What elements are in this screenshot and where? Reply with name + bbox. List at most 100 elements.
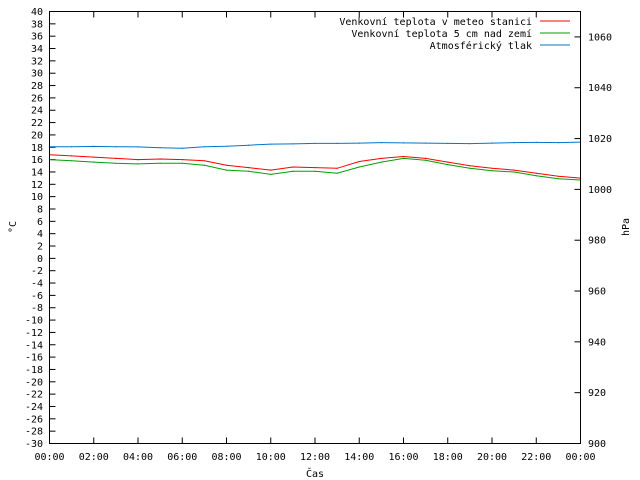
series-2-point	[137, 146, 139, 148]
y-tick-label: -20	[25, 377, 43, 388]
series-1-point	[159, 162, 161, 164]
x-tick-label: 04:00	[123, 452, 153, 463]
series-0-point	[491, 167, 493, 169]
legend-label-indoor-temp: Venkovní teplota v meteo stanici	[339, 16, 532, 28]
series-1-point	[336, 172, 338, 174]
y-tick-label: 36	[31, 32, 43, 43]
plot-frame	[49, 11, 581, 444]
legend-label-ground-temp: Venkovní teplota 5 cm nad zemí	[351, 28, 532, 40]
series-2-point	[314, 142, 316, 144]
series-0-point	[71, 155, 73, 157]
y-tick-label: 40	[31, 7, 43, 18]
series-0-point	[203, 160, 205, 162]
legend: Venkovní teplota v meteo stanici Venkovn…	[339, 16, 570, 52]
series-1-point	[314, 170, 316, 172]
series-1-point	[115, 162, 117, 164]
series-lines	[48, 141, 582, 181]
y2-tick-label: 1020	[588, 134, 612, 145]
y-tick-label: 16	[31, 155, 43, 166]
y-tick-label: 30	[31, 69, 43, 80]
y-tick-label: -24	[25, 402, 43, 413]
series-0-point	[380, 157, 382, 159]
y2-tick-label: 900	[588, 439, 606, 450]
y-tick-label: -8	[31, 303, 43, 314]
series-0-point	[513, 169, 515, 171]
y-tick-label: -14	[25, 340, 43, 351]
series-2-point	[203, 146, 205, 148]
series-1-point	[469, 167, 471, 169]
series-0-point	[557, 175, 560, 177]
y-tick-label: 12	[31, 180, 43, 191]
y-tick-label: 22	[31, 118, 43, 129]
series-1-point	[137, 163, 139, 165]
series-0-point	[336, 167, 338, 169]
y-tick-label: -28	[25, 427, 43, 438]
x-tick-label: 22:00	[521, 452, 551, 463]
series-line-0	[49, 154, 581, 179]
y-tick-label: 38	[31, 19, 43, 30]
y-tick-label: -30	[25, 439, 43, 450]
y2-tick-label: 960	[588, 287, 606, 298]
series-1-point	[447, 164, 449, 166]
series-1-point	[93, 161, 95, 163]
series-2-point	[469, 143, 471, 145]
series-0-point	[469, 165, 471, 167]
series-1-point	[513, 171, 515, 173]
legend-label-pressure: Atmosférický tlak	[430, 40, 532, 52]
y-tick-label: -22	[25, 390, 43, 401]
series-1-point	[380, 161, 382, 163]
x-tick-label: 14:00	[344, 452, 374, 463]
series-1-point	[491, 170, 493, 172]
series-2-point	[380, 142, 382, 144]
x-tick-label: 02:00	[79, 452, 109, 463]
x-tick-label: 00:00	[34, 452, 64, 463]
series-2-point	[225, 145, 228, 147]
series-2-point	[181, 147, 183, 149]
y2-axis-tick-labels: 1060 1040 1020 1000 980 960 940 920 900	[588, 32, 612, 450]
y-tick-label: 28	[31, 81, 43, 92]
y2-tick-label: 1060	[588, 32, 612, 43]
y-tick-label: 34	[31, 44, 43, 55]
series-1-point	[292, 170, 294, 172]
series-0-point	[447, 161, 449, 163]
series-0-point	[225, 164, 228, 166]
y-tick-label: 2	[37, 242, 43, 253]
y-tick-label: 24	[31, 106, 43, 117]
y2-tick-label: 980	[588, 236, 606, 247]
x-axis-title: Čas	[306, 467, 324, 480]
y-tick-label: -26	[25, 414, 43, 425]
series-0-point	[535, 172, 537, 174]
x-tick-label: 12:00	[300, 452, 330, 463]
series-0-point	[115, 157, 117, 159]
series-1-point	[248, 170, 250, 172]
y-tick-label: 18	[31, 143, 43, 154]
series-0-point	[314, 167, 316, 169]
y-tick-label: 4	[37, 229, 43, 240]
series-0-point	[137, 159, 139, 161]
series-2-point	[115, 146, 117, 148]
x-tick-label: 00:00	[565, 452, 595, 463]
series-2-point	[513, 142, 515, 144]
y-tick-label: 6	[37, 217, 43, 228]
y-axis-tick-labels: 4038363432302826242220181614121086420-2-…	[25, 7, 43, 450]
x-tick-label: 20:00	[477, 452, 507, 463]
y-tick-label: -18	[25, 365, 43, 376]
y-tick-label: 14	[31, 167, 43, 178]
y-tick-label: -10	[25, 316, 43, 327]
series-1-point	[181, 162, 183, 164]
y-tick-label: 20	[31, 130, 43, 141]
y-tick-label: 0	[37, 254, 43, 265]
series-0-point	[181, 159, 183, 161]
series-2-point	[425, 142, 427, 144]
axis-ticks	[49, 11, 581, 444]
series-1-point	[270, 173, 272, 175]
series-2-point	[402, 142, 405, 144]
series-2-point	[557, 142, 560, 144]
series-0-point	[159, 158, 161, 160]
series-2-point	[447, 142, 449, 144]
series-2-point	[491, 142, 493, 144]
series-2-point	[71, 146, 73, 148]
series-0-point	[358, 160, 360, 163]
